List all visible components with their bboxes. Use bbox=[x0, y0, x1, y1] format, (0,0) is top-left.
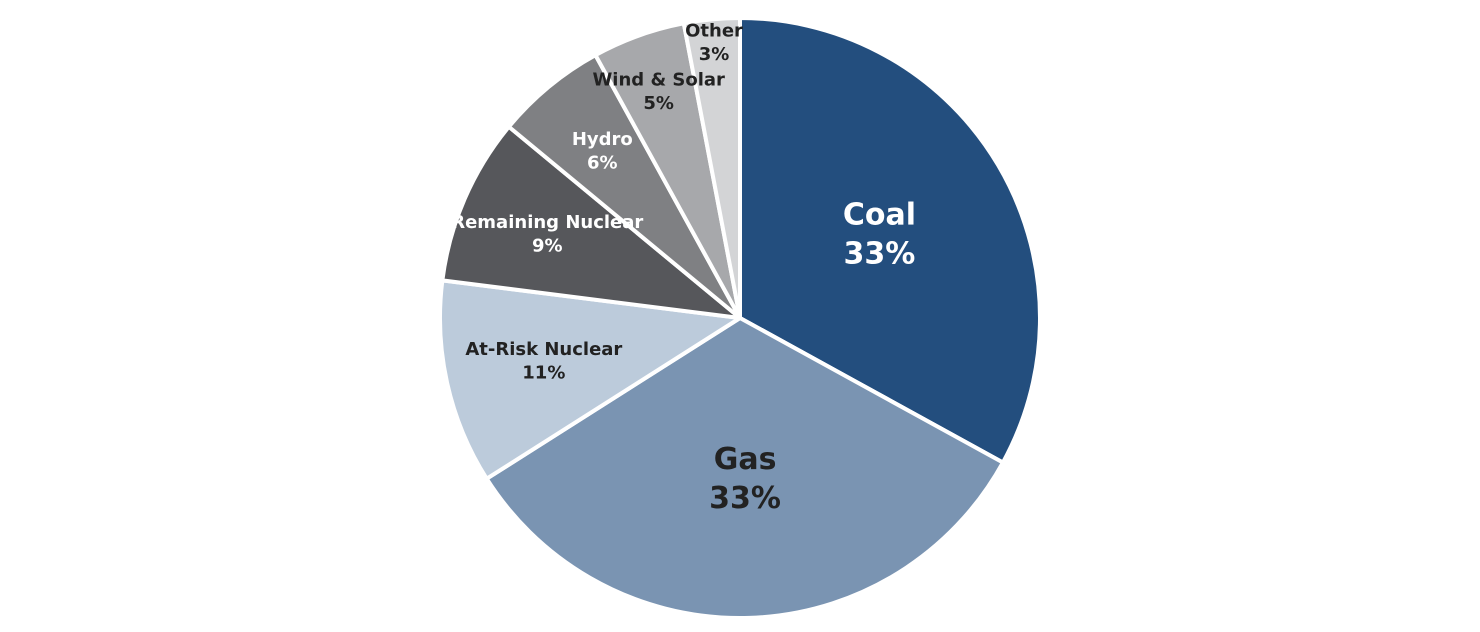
slice-label: Hydro bbox=[572, 129, 633, 150]
slice-label: Remaining Nuclear bbox=[451, 212, 643, 233]
value-label: 9% bbox=[532, 235, 563, 256]
value-label: 3% bbox=[699, 44, 730, 65]
slice-label: Wind & Solar bbox=[592, 69, 725, 90]
slice-label: At-Risk Nuclear bbox=[465, 339, 622, 360]
value-label: 5% bbox=[643, 93, 674, 114]
pie-slice bbox=[438, 278, 742, 481]
pie-slice bbox=[738, 16, 1042, 465]
slice-label: Coal bbox=[843, 198, 916, 233]
value-label: 33% bbox=[709, 481, 781, 516]
pie-slice bbox=[681, 16, 742, 320]
pie-slice bbox=[484, 316, 1005, 620]
slice-label: Other bbox=[685, 21, 743, 42]
value-label: 33% bbox=[844, 237, 916, 272]
value-label: 11% bbox=[522, 363, 565, 384]
pie-slice bbox=[440, 124, 742, 320]
value-label: 6% bbox=[587, 152, 618, 173]
slice-label: Gas bbox=[714, 442, 777, 477]
